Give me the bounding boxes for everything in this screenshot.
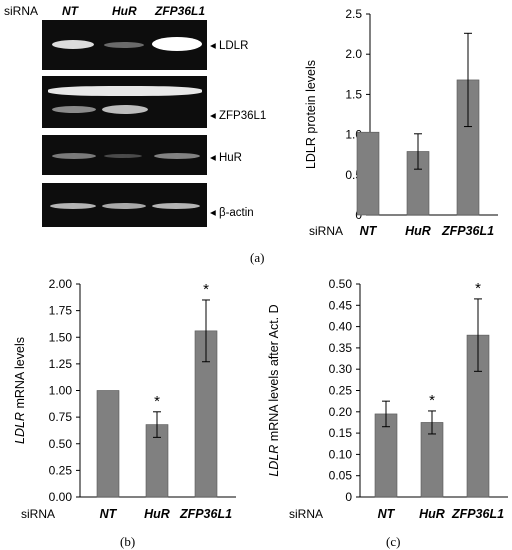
blot-ldlr xyxy=(42,20,207,70)
bar-a-nt xyxy=(356,131,380,216)
significance-c-2: * xyxy=(475,280,481,297)
x-prefix-c: siRNA xyxy=(289,507,323,521)
y-tick-label-a-4: 2.0 xyxy=(345,47,362,61)
y-tick-label-b-6: 1.50 xyxy=(49,330,73,344)
band-hur-hur xyxy=(104,154,142,158)
y-tick-label-c-8: 0.40 xyxy=(329,320,353,334)
significance-b-2: * xyxy=(203,281,209,298)
x-label-a-1: HuR xyxy=(405,224,431,238)
lane-label-zfp36l1: ZFP36L1 xyxy=(155,4,206,18)
band-hur-nt xyxy=(52,153,96,159)
marker-zfp36l1: ◂ ZFP36L1 xyxy=(210,110,267,122)
chart-c-ldlr-mrna-actd: 0 0.05 0.10 0.15 0.20 0.25 0.30 0.35 0.40 0.45 0.5… xyxy=(267,277,508,521)
band-ldlr-hur xyxy=(104,42,144,48)
y-tick-label-b-0: 0.00 xyxy=(49,490,73,504)
y-tick-label-c-10: 0.50 xyxy=(329,277,353,291)
y-tick-label-c-2: 0.10 xyxy=(329,447,353,461)
blot-hur xyxy=(42,135,207,175)
x-label-b-1: HuR xyxy=(144,507,170,521)
y-tick-label-c-4: 0.20 xyxy=(329,405,353,419)
band-ldlr-zfp36l1 xyxy=(152,37,202,51)
lane-label-nt: NT xyxy=(62,4,78,18)
y-axis-label-a: LDLR protein levels xyxy=(304,60,318,169)
x-prefix-a: siRNA xyxy=(309,224,343,238)
band-zfp36l1-upper xyxy=(48,86,202,96)
band-actin-hur xyxy=(102,203,146,209)
blot-zfp36l1 xyxy=(42,76,207,128)
y-axis-label-c: LDLR mRNA levels after Act. D xyxy=(267,304,281,476)
band-ldlr-nt xyxy=(52,40,94,49)
band-zfp36l1-lower-nt xyxy=(52,106,96,113)
y-tick-label-b-7: 1.75 xyxy=(49,304,73,318)
bar-b-nt xyxy=(96,390,120,498)
band-actin-nt xyxy=(50,203,96,209)
y-axis-label-b: LDLR mRNA levels xyxy=(13,337,27,444)
y-tick-label-c-0: 0 xyxy=(345,490,352,504)
x-label-b-2: ZFP36L1 xyxy=(179,507,232,521)
y-tick-label-b-3: 0.75 xyxy=(49,410,73,424)
y-tick-label-b-8: 2.00 xyxy=(49,277,73,291)
lane-label-hur: HuR xyxy=(112,4,137,18)
significance-b-1: * xyxy=(154,393,160,410)
band-actin-zfp36l1 xyxy=(152,203,200,209)
y-tick-label-a-5: 2.5 xyxy=(345,7,362,21)
x-label-c-2: ZFP36L1 xyxy=(451,507,504,521)
y-tick-label-c-7: 0.35 xyxy=(329,341,353,355)
x-label-a-0: NT xyxy=(360,224,378,238)
panel-label-c: (c) xyxy=(386,534,401,549)
x-label-c-1: HuR xyxy=(419,507,445,521)
sirna-label: siRNA xyxy=(4,4,39,18)
y-tick-label-c-6: 0.30 xyxy=(329,362,353,376)
blot-beta-actin xyxy=(42,183,207,227)
marker-ldlr: ◂ LDLR xyxy=(210,40,249,52)
chart-b-ldlr-mrna: 0.00 0.25 0.50 0.75 1.00 1.25 1.50 1.75 2.00 NT * H… xyxy=(13,277,236,521)
y-tick-label-c-9: 0.45 xyxy=(329,298,353,312)
y-tick-label-a-3: 1.5 xyxy=(345,87,362,101)
marker-beta-actin: ◂ β-actin xyxy=(210,207,254,219)
y-tick-label-c-3: 0.15 xyxy=(329,426,353,440)
marker-hur: ◂ HuR xyxy=(210,152,242,164)
x-label-c-0: NT xyxy=(378,507,396,521)
band-zfp36l1-lower-hur xyxy=(102,105,148,114)
significance-c-1: * xyxy=(429,392,435,409)
y-tick-label-c-5: 0.25 xyxy=(329,384,353,398)
y-tick-label-b-2: 0.50 xyxy=(49,437,73,451)
x-prefix-b: siRNA xyxy=(21,507,55,521)
panel-label-a: (a) xyxy=(250,250,265,265)
y-tick-label-b-4: 1.00 xyxy=(49,384,73,398)
band-hur-zfp36l1 xyxy=(154,153,200,159)
y-tick-label-b-5: 1.25 xyxy=(49,357,73,371)
x-label-b-0: NT xyxy=(100,507,118,521)
y-tick-label-b-1: 0.25 xyxy=(49,463,73,477)
y-tick-label-c-1: 0.05 xyxy=(329,469,353,483)
x-label-a-2: ZFP36L1 xyxy=(441,224,494,238)
panel-label-b: (b) xyxy=(120,534,136,549)
